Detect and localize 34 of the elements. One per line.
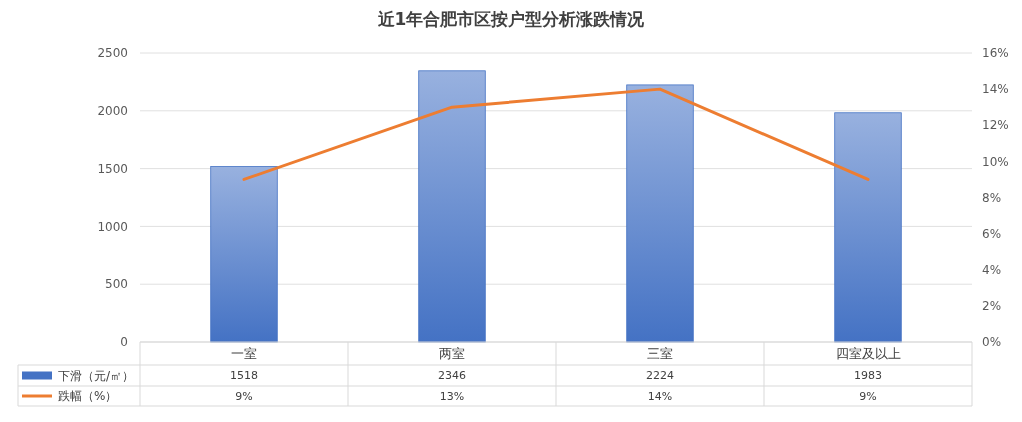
legend-label: 下滑（元/㎡） xyxy=(58,368,135,383)
y2-tick-label: 16% xyxy=(982,46,1009,61)
legend-label: 跌幅（%） xyxy=(58,389,118,404)
y-tick-label: 0 xyxy=(120,335,128,350)
chart-title: 近1年合肥市区按户型分析涨跌情况 xyxy=(376,9,646,29)
data-label: 2224 xyxy=(646,369,674,383)
data-label: 13% xyxy=(439,389,465,403)
data-label: 9% xyxy=(859,389,877,403)
y2-tick-label: 2% xyxy=(982,299,1002,314)
y2-tick-label: 10% xyxy=(982,154,1009,169)
bar xyxy=(834,112,902,343)
x-tick-label: 三室 xyxy=(647,346,673,362)
y2-tick-label: 14% xyxy=(982,82,1009,97)
data-label: 2346 xyxy=(438,369,466,383)
bar xyxy=(210,166,278,343)
y-tick-label: 1500 xyxy=(97,161,128,176)
y2-tick-label: 8% xyxy=(982,190,1002,205)
data-label: 9% xyxy=(235,389,253,403)
y-tick-label: 2000 xyxy=(97,104,128,118)
data-label: 1983 xyxy=(854,369,882,383)
y2-tick-label: 12% xyxy=(982,118,1009,133)
bar xyxy=(418,70,486,343)
x-tick-label: 四室及以上 xyxy=(835,346,901,362)
data-label: 14% xyxy=(647,389,673,403)
y-tick-label: 1000 xyxy=(97,219,128,234)
y-tick-label: 500 xyxy=(105,277,128,292)
data-label: 1518 xyxy=(230,369,258,383)
y-tick-label: 2500 xyxy=(97,46,128,61)
x-tick-label: 两室 xyxy=(439,346,465,362)
y2-tick-label: 4% xyxy=(982,262,1002,277)
y2-tick-label: 6% xyxy=(982,226,1002,241)
x-tick-label: 一室 xyxy=(231,346,257,362)
y2-tick-label: 0% xyxy=(982,335,1002,350)
bar xyxy=(626,84,694,343)
